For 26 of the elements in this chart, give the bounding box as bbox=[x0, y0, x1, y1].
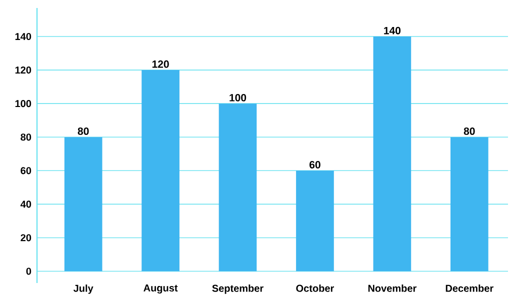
data-label: 120 bbox=[152, 60, 169, 68]
y-tick-label: 100 bbox=[15, 100, 32, 108]
x-tick-label: August bbox=[144, 284, 178, 294]
x-tick-label: September bbox=[212, 284, 264, 294]
data-label: 80 bbox=[464, 127, 475, 135]
x-tick-label: November bbox=[368, 284, 416, 292]
y-tick-label: 120 bbox=[15, 66, 32, 74]
bar bbox=[64, 137, 102, 272]
data-label: 60 bbox=[310, 161, 320, 168]
data-label: 80 bbox=[78, 127, 89, 135]
y-tick-label: 60 bbox=[20, 167, 32, 174]
data-label: 100 bbox=[230, 94, 246, 102]
bar bbox=[218, 104, 257, 272]
x-tick-label: December bbox=[446, 284, 494, 292]
bar bbox=[142, 70, 180, 272]
bar bbox=[450, 137, 488, 272]
y-tick-label: 80 bbox=[20, 134, 32, 141]
y-tick-label: 140 bbox=[15, 32, 32, 40]
y-tick-label: 40 bbox=[20, 200, 32, 208]
data-label: 140 bbox=[384, 26, 401, 34]
y-tick-label: 20 bbox=[20, 234, 32, 242]
x-tick-label: October bbox=[296, 284, 334, 292]
y-tick-label: 0 bbox=[26, 268, 32, 275]
bar bbox=[296, 170, 334, 272]
bar bbox=[373, 36, 412, 272]
x-tick-label: July bbox=[73, 284, 94, 294]
